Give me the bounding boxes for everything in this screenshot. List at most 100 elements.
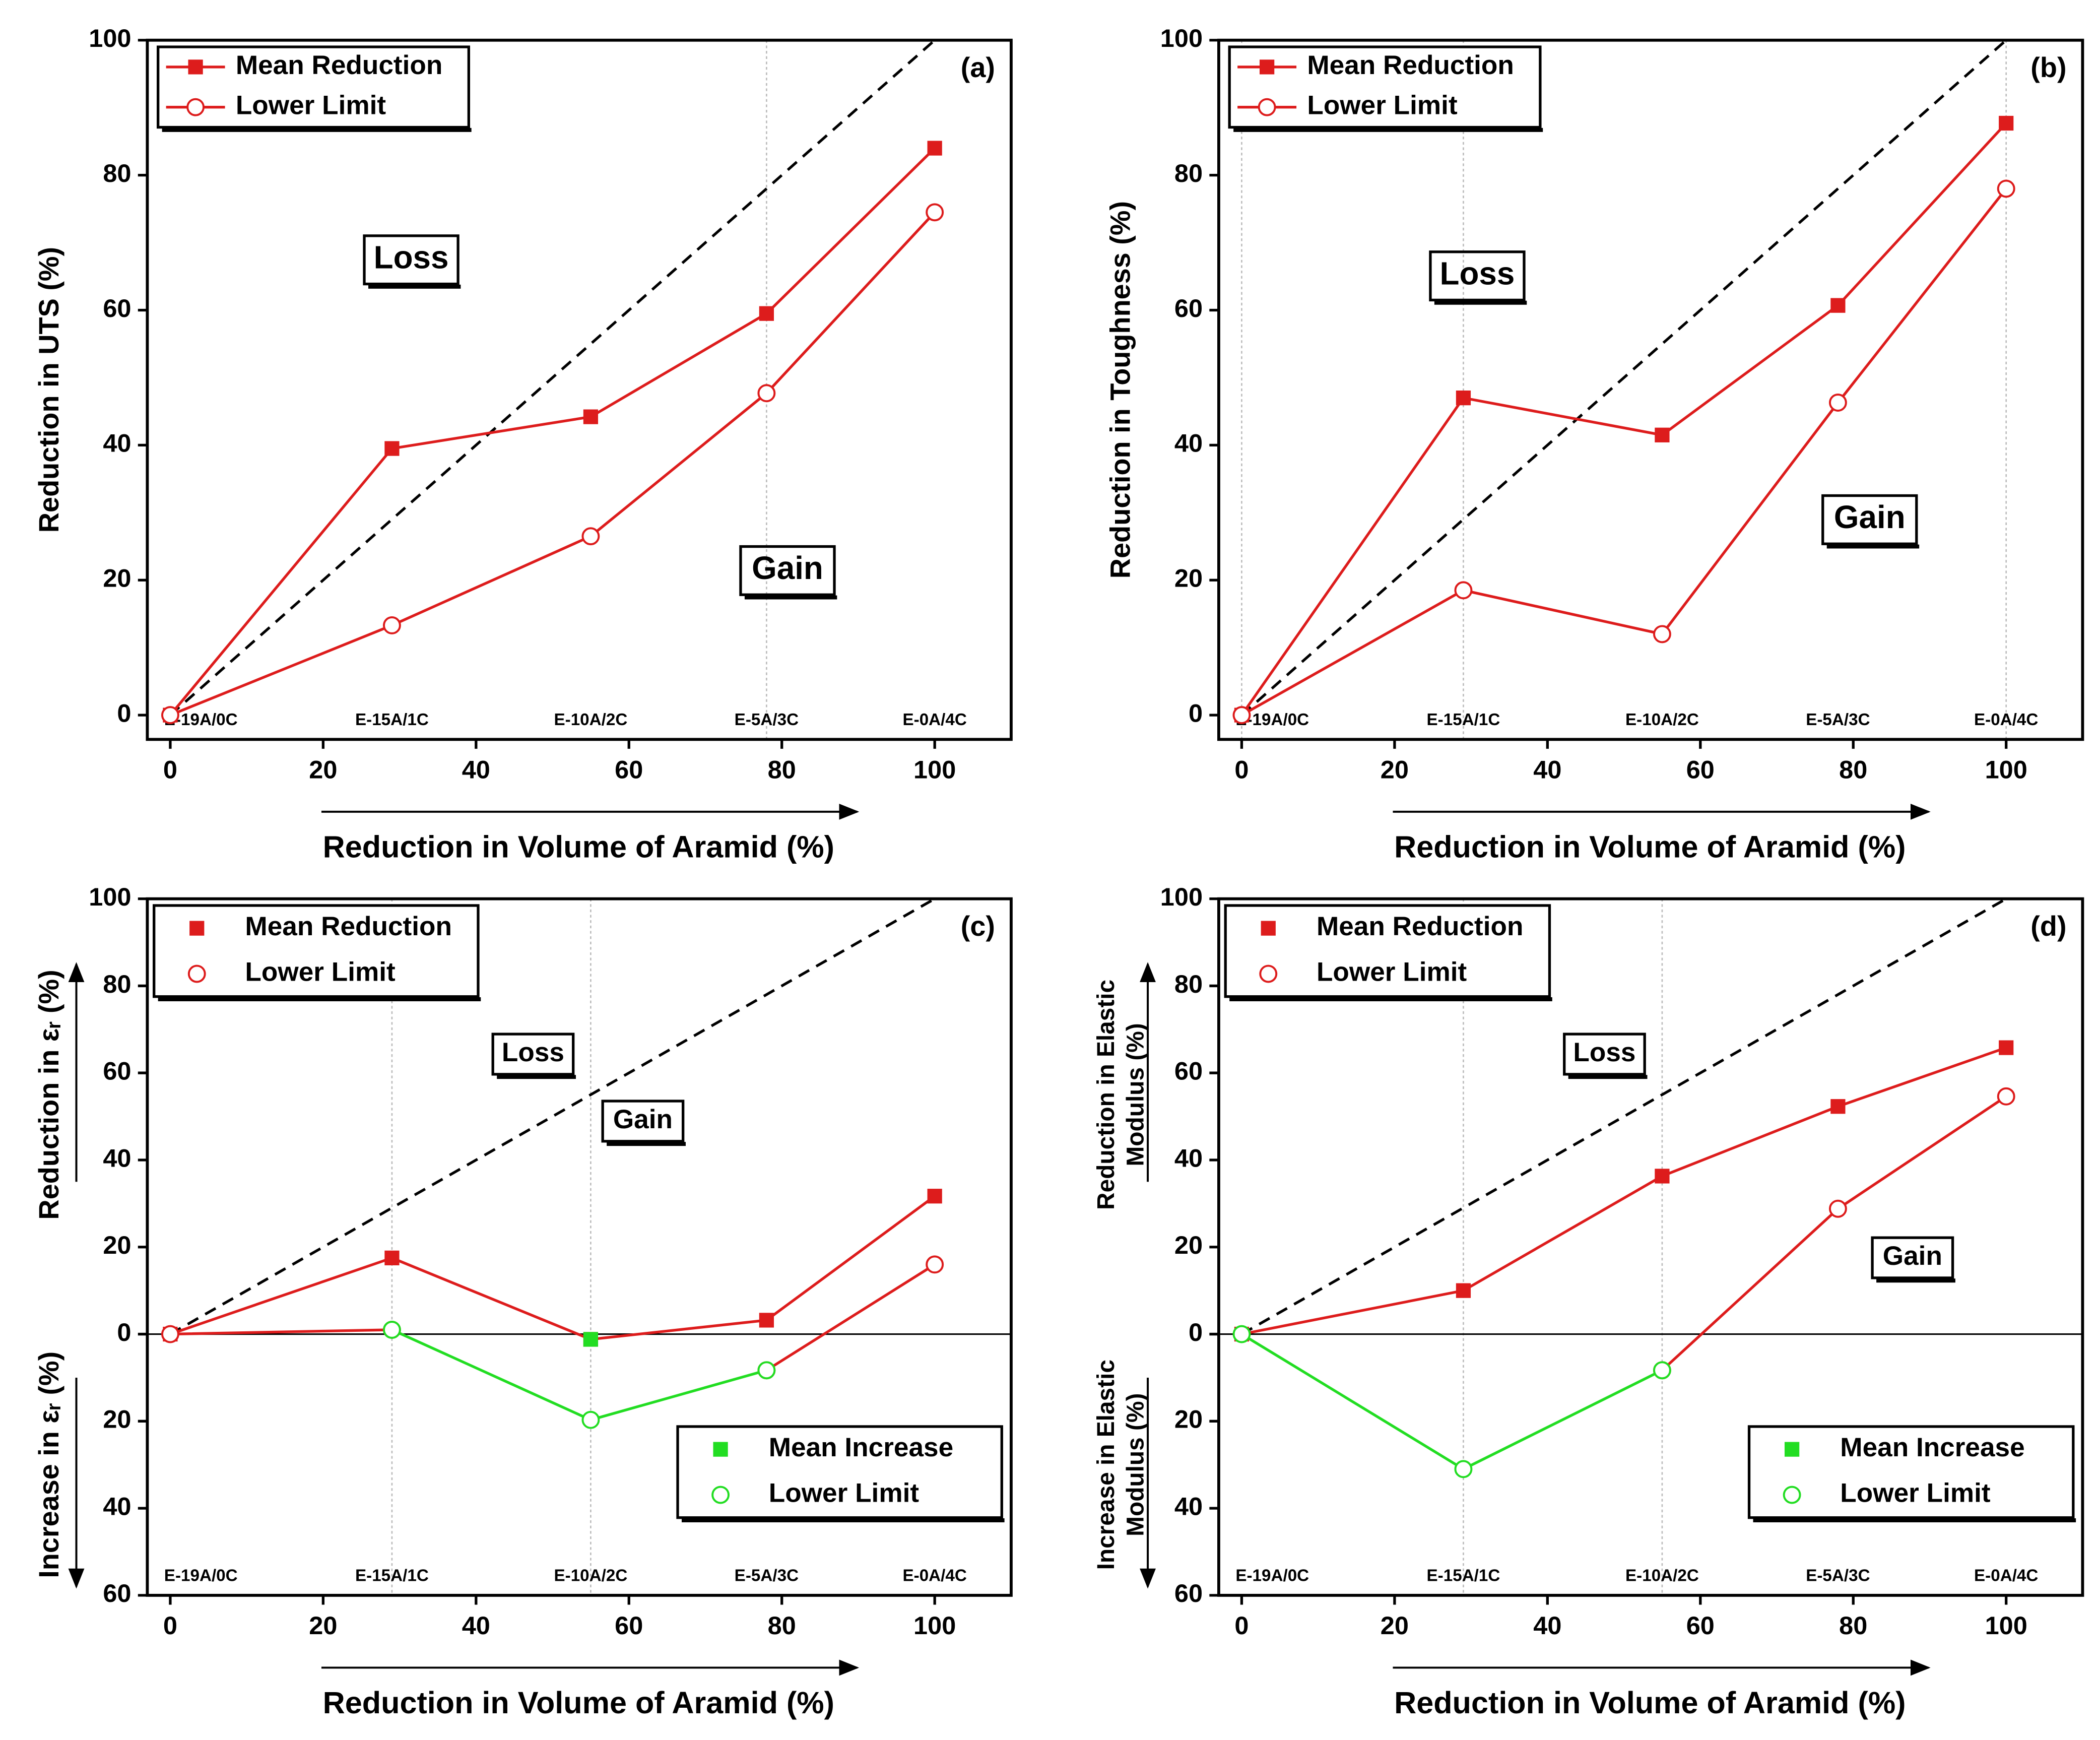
marker	[1653, 625, 1671, 643]
annotation-box	[491, 1033, 575, 1076]
annotation: Loss	[1440, 255, 1515, 291]
marker	[926, 1255, 944, 1274]
sample-label: E-15A/1C	[355, 711, 429, 729]
x-tick-label: 0	[163, 1611, 177, 1640]
marker	[1997, 179, 2015, 198]
panel-label: (b)	[2030, 51, 2066, 83]
legend-label: Lower Limit	[769, 1478, 920, 1508]
annotation: Gain	[1883, 1241, 1942, 1271]
y-axis-label: Reduction in Toughness (%)	[1104, 201, 1136, 578]
plot-frame	[146, 38, 1013, 741]
series-line	[169, 147, 936, 716]
legend-label: Mean Reduction	[245, 912, 452, 941]
y-tick-label: 0	[117, 1318, 131, 1346]
y-tick-label: 0	[1189, 1318, 1203, 1346]
marker	[384, 441, 400, 456]
x-tick-label: 20	[309, 1611, 337, 1640]
marker	[583, 409, 599, 424]
marker	[1456, 391, 1471, 406]
marker	[1783, 1486, 1801, 1504]
annotation-box	[1871, 1236, 1954, 1279]
x-tick-label: 80	[1839, 755, 1867, 784]
marker	[187, 964, 206, 983]
series-line	[170, 1263, 936, 1372]
legend-label: Lower Limit	[1317, 957, 1467, 987]
y-tick-label: 0	[117, 698, 131, 727]
marker	[1260, 59, 1275, 75]
annotation-box	[601, 1100, 685, 1143]
legend-label: Mean Reduction	[1317, 912, 1524, 941]
x-tick-label: 100	[913, 755, 956, 784]
annotation: Gain	[752, 550, 823, 586]
legend-box	[676, 1425, 1003, 1519]
marker	[711, 1486, 730, 1504]
marker	[759, 306, 774, 321]
y-tick-label: 20	[1174, 1231, 1203, 1259]
y-axis-label: Reduction in Elastic	[1093, 980, 1120, 1210]
panel-label: (d)	[2030, 910, 2066, 942]
y-tick-label: 80	[1174, 970, 1203, 998]
sample-label: E-15A/1C	[1427, 1566, 1500, 1585]
reference-line	[169, 898, 936, 1335]
legend-label: Mean Increase	[769, 1433, 953, 1462]
sample-label: E-10A/2C	[554, 1566, 627, 1585]
y-tick-label: 100	[1160, 24, 1203, 52]
marker	[188, 59, 203, 75]
marker	[1785, 1442, 1800, 1457]
marker	[1999, 1040, 2014, 1055]
plot-frame	[1217, 38, 2084, 741]
series-line	[1241, 1046, 2007, 1336]
y-tick-label: 40	[103, 1492, 131, 1520]
y-tick-label: 0	[1189, 698, 1203, 727]
x-tick-label: 100	[913, 1611, 956, 1640]
y-tick-label: 20	[103, 1231, 131, 1259]
legend-label: Lower Limit	[236, 91, 386, 120]
marker	[927, 1189, 942, 1204]
x-tick-label: 80	[768, 1611, 796, 1640]
plot-frame	[1217, 897, 2084, 1597]
sample-label: E-0A/4C	[902, 711, 966, 729]
y-tick-label: 100	[89, 24, 131, 52]
y-tick-label: 20	[1174, 1405, 1203, 1434]
x-axis-label: Reduction in Volume of Aramid (%)	[323, 829, 834, 864]
sample-label: E-19A/0C	[1235, 1566, 1309, 1585]
y-tick-label: 40	[103, 429, 131, 458]
sample-label: E-0A/4C	[1974, 1566, 2038, 1585]
x-tick-label: 40	[462, 755, 490, 784]
legend-box	[157, 45, 471, 129]
marker	[1258, 98, 1276, 116]
marker	[161, 706, 179, 725]
y-axis-label: Reduction in UTS (%)	[33, 247, 64, 533]
x-tick-label: 60	[615, 755, 643, 784]
y-tick-label: 80	[103, 159, 131, 187]
y-tick-label: 60	[1174, 1579, 1203, 1607]
x-tick-label: 20	[309, 755, 337, 784]
x-tick-label: 40	[1533, 1611, 1561, 1640]
x-tick-label: 40	[1533, 755, 1561, 784]
marker	[1997, 1087, 2015, 1106]
y-axis-label-lower: Modulus (%)	[1122, 1393, 1149, 1536]
y-tick-label: 60	[103, 1579, 131, 1607]
reference-line	[1241, 898, 2007, 1335]
marker	[1454, 581, 1473, 600]
marker	[161, 1325, 179, 1343]
y-tick-label: 20	[1174, 564, 1203, 593]
marker	[382, 1320, 401, 1339]
marker	[186, 98, 205, 116]
x-tick-label: 0	[163, 755, 177, 784]
legend-label: Mean Reduction	[236, 50, 443, 80]
sample-label: E-10A/2C	[1625, 1566, 1699, 1585]
y-tick-label: 100	[89, 882, 131, 911]
annotation: Gain	[613, 1105, 673, 1134]
annotation-box	[1563, 1033, 1646, 1076]
marker	[583, 1332, 599, 1347]
marker	[1830, 298, 1846, 313]
x-axis-label: Reduction in Volume of Aramid (%)	[1394, 1686, 1906, 1720]
marker	[1261, 921, 1276, 936]
marker	[1456, 1283, 1471, 1298]
series-line	[1661, 1095, 2007, 1372]
reference-line	[169, 40, 936, 717]
y-tick-label: 80	[103, 970, 131, 998]
sample-label: E-15A/1C	[355, 1566, 429, 1585]
y-axis-label-lower: Increase in εᵣ (%)	[33, 1351, 64, 1578]
